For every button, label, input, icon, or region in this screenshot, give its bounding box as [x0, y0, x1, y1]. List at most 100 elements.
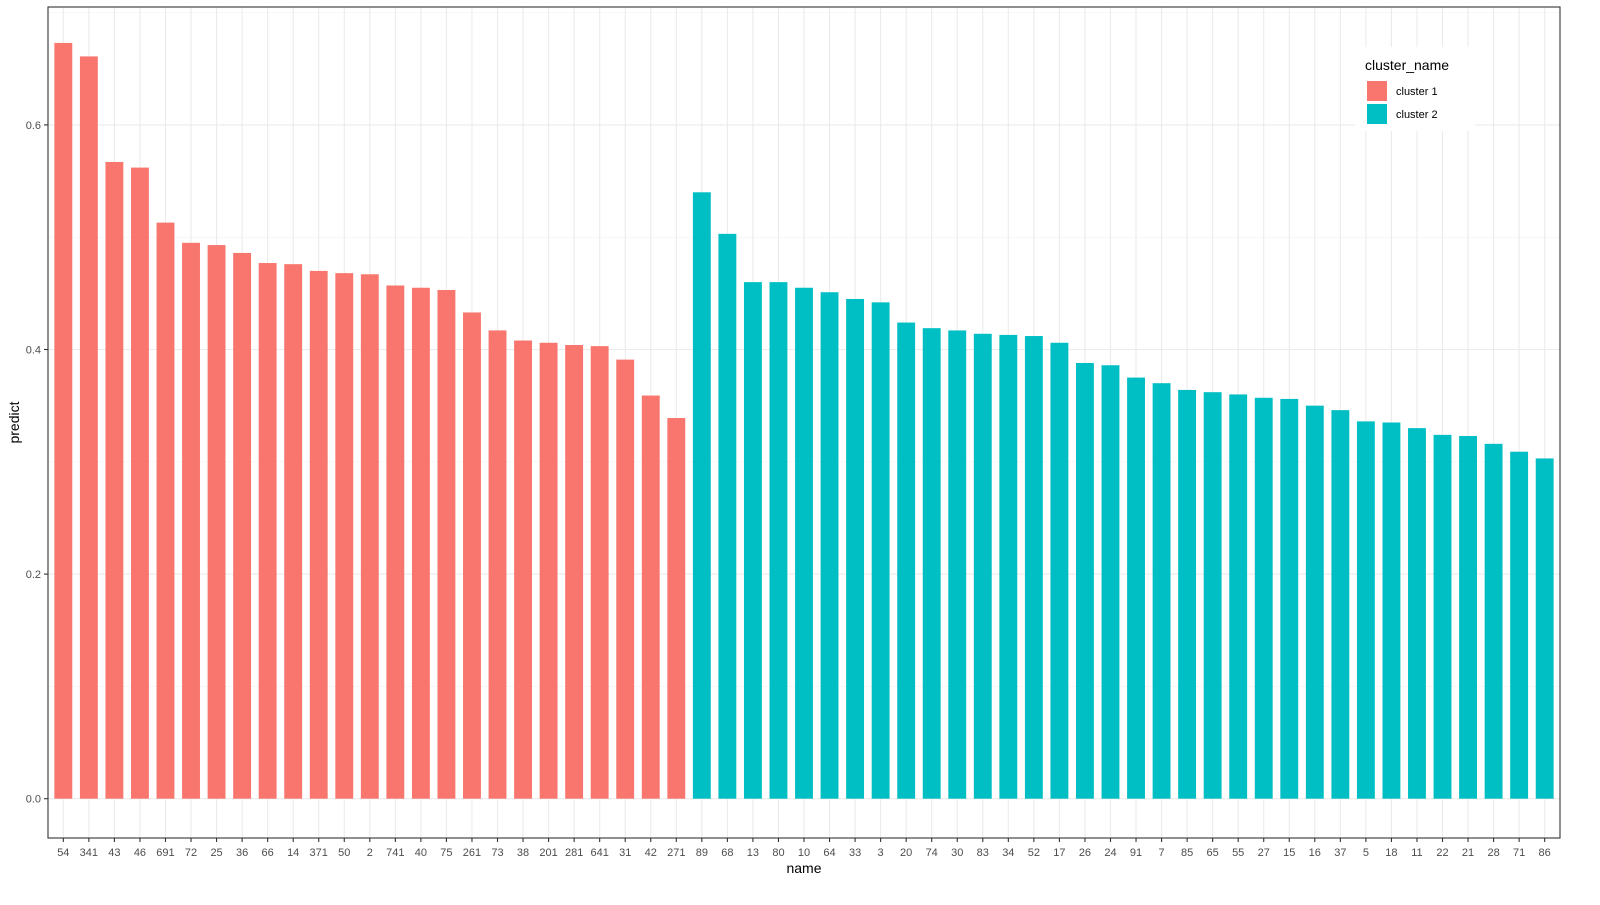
bar: [641, 395, 660, 799]
x-tick-label: 641: [590, 847, 608, 859]
x-tick-label: 66: [262, 847, 274, 859]
bar: [335, 273, 354, 799]
x-tick-label: 18: [1385, 847, 1397, 859]
bar: [1433, 434, 1452, 799]
bar: [360, 274, 379, 799]
x-tick-label: 46: [134, 847, 146, 859]
bar: [1280, 398, 1299, 799]
x-tick-label: 691: [156, 847, 174, 859]
bar: [692, 192, 711, 799]
x-tick-label: 31: [619, 847, 631, 859]
bar: [386, 285, 405, 799]
bar: [156, 222, 175, 799]
x-tick-label: 55: [1232, 847, 1244, 859]
x-tick-label: 261: [463, 847, 481, 859]
bar: [948, 330, 967, 799]
x-tick-label: 72: [185, 847, 197, 859]
x-tick-label: 10: [798, 847, 810, 859]
x-tick-label: 68: [721, 847, 733, 859]
bar: [565, 345, 584, 799]
bar: [437, 289, 456, 799]
x-tick-label: 38: [517, 847, 529, 859]
y-tick-label: 0.2: [26, 569, 41, 581]
bar: [871, 302, 890, 799]
x-tick-label: 281: [565, 847, 583, 859]
x-tick-label: 83: [977, 847, 989, 859]
legend-entries: cluster 1 cluster 2: [1367, 81, 1438, 124]
x-tick-label: 37: [1334, 847, 1346, 859]
bar: [1305, 405, 1324, 799]
bar: [1510, 451, 1529, 799]
x-tick-label: 89: [696, 847, 708, 859]
bar: [590, 346, 609, 799]
x-tick-label: 24: [1104, 847, 1116, 859]
bar: [131, 167, 149, 799]
bar: [973, 333, 992, 799]
bar: [1229, 394, 1248, 799]
x-tick-label: 64: [823, 847, 835, 859]
x-tick-label: 3: [878, 847, 884, 859]
bar: [79, 56, 98, 799]
x-tick-label: 40: [415, 847, 427, 859]
bar: [667, 418, 686, 799]
legend-label: cluster 1: [1396, 86, 1438, 98]
bar: [258, 263, 277, 799]
x-tick-label: 26: [1079, 847, 1091, 859]
legend: cluster_name cluster 1 cluster 2: [1355, 47, 1475, 131]
x-tick-label: 16: [1309, 847, 1321, 859]
x-tick-label: 42: [645, 847, 657, 859]
bar: [999, 334, 1018, 799]
x-tick-label: 30: [951, 847, 963, 859]
x-tick-label: 7: [1159, 847, 1165, 859]
x-tick-label: 15: [1283, 847, 1295, 859]
bar: [1076, 362, 1094, 799]
bar: [488, 330, 507, 799]
x-tick-label: 50: [338, 847, 350, 859]
x-tick-label: 5: [1363, 847, 1369, 859]
bar: [1254, 397, 1273, 799]
x-tick-label: 85: [1181, 847, 1193, 859]
x-axis-title: name: [786, 860, 821, 876]
legend-key: [1367, 81, 1387, 101]
y-axis: 0.0 0.2 0.4 0.6: [26, 120, 48, 806]
x-tick-label: 22: [1436, 847, 1448, 859]
x-tick-label: 13: [747, 847, 759, 859]
x-tick-label: 201: [539, 847, 557, 859]
bar: [182, 242, 200, 799]
bar: [411, 287, 430, 799]
x-tick-label: 75: [440, 847, 452, 859]
x-tick-label: 86: [1539, 847, 1551, 859]
bar: [1356, 421, 1375, 799]
x-tick-label: 91: [1130, 847, 1142, 859]
bar: [309, 270, 328, 799]
x-tick-label: 341: [80, 847, 98, 859]
y-tick-label: 0.0: [26, 794, 41, 806]
bar: [1382, 422, 1401, 799]
bar: [922, 328, 941, 799]
bar: [820, 292, 839, 799]
x-tick-label: 52: [1028, 847, 1040, 859]
bar: [846, 298, 865, 799]
bar: [1331, 410, 1350, 799]
x-tick-label: 65: [1207, 847, 1219, 859]
x-axis: 54 341 43 46 691 72 25 36 66 14 371 50 2 741 40 75 261 73…: [57, 838, 1551, 859]
bar: [105, 161, 124, 799]
x-tick-label: 14: [287, 847, 299, 859]
x-tick-label: 2: [367, 847, 373, 859]
bar: [1484, 443, 1503, 799]
bar: [463, 312, 481, 799]
legend-title: cluster_name: [1365, 57, 1449, 73]
x-tick-label: 20: [900, 847, 912, 859]
bar: [616, 359, 635, 799]
bar: [897, 322, 916, 799]
bar: [1535, 458, 1554, 799]
x-tick-label: 71: [1513, 847, 1525, 859]
bar: [1178, 389, 1197, 799]
bar: [743, 282, 762, 799]
y-tick-label: 0.4: [26, 345, 41, 357]
bar: [207, 245, 226, 799]
x-tick-label: 17: [1053, 847, 1065, 859]
y-axis-title: predict: [6, 401, 22, 443]
bar: [1459, 435, 1477, 799]
